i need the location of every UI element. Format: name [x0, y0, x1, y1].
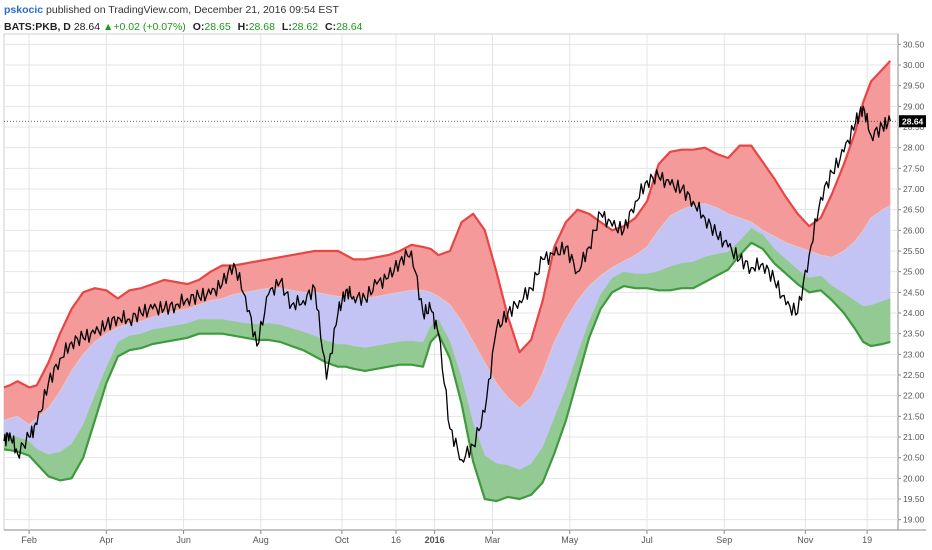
- y-tick-label: 24.50: [903, 287, 925, 297]
- y-tick-label: 21.50: [903, 411, 925, 421]
- last-price-marker: 28.64: [4, 115, 926, 128]
- x-tick-label: 19: [862, 535, 872, 545]
- y-tick-label: 26.00: [903, 225, 925, 235]
- y-tick-label: 19.00: [903, 515, 925, 525]
- y-tick-label: 20.50: [903, 453, 925, 463]
- y-tick-label: 27.50: [903, 163, 925, 173]
- low-value: 28.62: [291, 21, 319, 33]
- price-line: [3, 105, 891, 463]
- ohlc-legend: BATS:PKB, D 28.64 ▲+0.02 (+0.07%) O:28.6…: [4, 20, 904, 34]
- y-tick-label: 19.50: [903, 494, 925, 504]
- last-price-tag: [899, 115, 926, 128]
- x-tick-label: Aug: [253, 535, 269, 545]
- x-tick-label: Nov: [797, 535, 814, 545]
- chart-header: pskocic published on TradingView.com, De…: [4, 3, 904, 34]
- upper-band-line: [3, 60, 892, 389]
- y-tick-label: 25.00: [903, 267, 925, 277]
- publish-line: pskocic published on TradingView.com, De…: [4, 3, 904, 17]
- publish-info: published on TradingView.com, December 2…: [46, 4, 339, 16]
- y-tick-label: 25.50: [903, 246, 925, 256]
- close-value: 28.64: [336, 21, 363, 33]
- x-tick-label: Apr: [99, 535, 113, 545]
- y-tick-label: 24.00: [903, 308, 925, 318]
- last-price: 28.64: [73, 21, 101, 33]
- x-tick-label: Jun: [176, 535, 191, 545]
- symbol-label[interactable]: BATS:PKB, D: [4, 21, 71, 33]
- time-axis[interactable]: Feb Apr Jun Aug Oct 16 2016 Mar May Jul Sep Nov 19: [21, 530, 872, 545]
- high-value: 28.68: [248, 21, 275, 33]
- last-price-tag-label: 28.64: [902, 117, 924, 127]
- price-change: +0.02 (+0.07%): [113, 21, 186, 33]
- open-value: 28.65: [204, 21, 231, 33]
- y-tick-label: 23.50: [903, 329, 925, 339]
- y-tick-label: 21.00: [903, 432, 925, 442]
- x-tick-label: Oct: [335, 535, 350, 545]
- y-tick-label: 20.00: [903, 473, 925, 483]
- y-tick-label: 30.00: [903, 60, 925, 70]
- y-tick-label: 22.50: [903, 370, 925, 380]
- close-label: C:: [325, 21, 337, 33]
- x-tick-label: Jul: [641, 535, 653, 545]
- x-tick-label: May: [561, 535, 579, 545]
- up-arrow-icon: ▲: [103, 21, 114, 33]
- open-label: O:: [192, 21, 205, 33]
- x-tick-label: Mar: [485, 535, 501, 545]
- y-tick-label: 26.50: [903, 205, 925, 215]
- low-label: L:: [281, 21, 292, 33]
- high-label: H:: [237, 21, 249, 33]
- basis-line: [3, 202, 891, 426]
- y-tick-label: 29.50: [903, 81, 925, 91]
- x-tick-label: 2016: [425, 535, 445, 545]
- x-tick-label: Feb: [21, 535, 37, 545]
- y-tick-label: 30.50: [903, 39, 925, 49]
- x-tick-label: Sep: [716, 535, 732, 545]
- y-tick-label: 28.00: [903, 143, 925, 153]
- y-tick-label: 22.00: [903, 391, 925, 401]
- y-tick-label: 29.00: [903, 101, 925, 111]
- y-tick-label: 23.00: [903, 349, 925, 359]
- y-tick-label: 27.00: [903, 184, 925, 194]
- author-link[interactable]: pskocic: [4, 4, 44, 16]
- x-tick-label: 16: [391, 535, 401, 545]
- series-lines: [3, 60, 892, 503]
- price-axis[interactable]: 30.5030.0029.5029.0028.5028.0027.5027.00…: [898, 39, 925, 525]
